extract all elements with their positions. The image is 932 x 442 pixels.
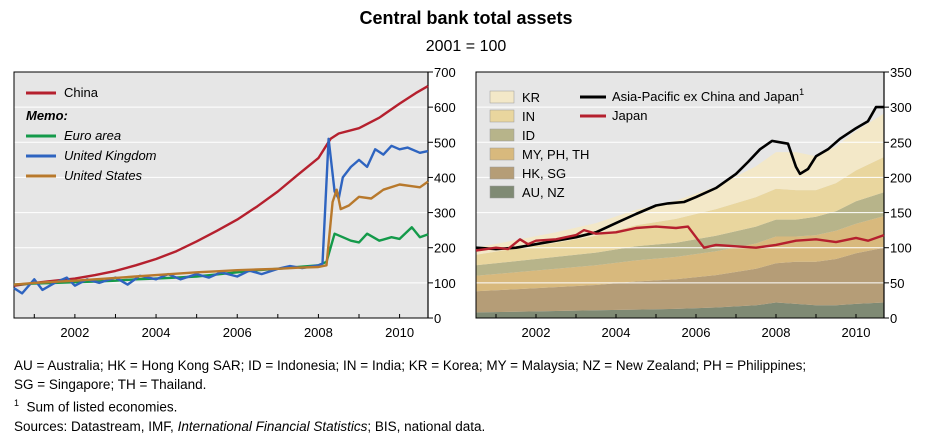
legend-label-china: China	[64, 85, 99, 100]
chart-subtitle: 2001 = 100	[425, 38, 507, 55]
abbreviations-line-1: AU = Australia; HK = Hong Kong SAR; ID =…	[14, 358, 807, 373]
y-tick-label: 350	[890, 65, 912, 80]
footnote-1: 1 Sum of listed economies.	[14, 394, 924, 417]
y-tick-label: 200	[890, 170, 912, 185]
sources: Sources: Datastream, IMF, International …	[14, 417, 924, 436]
sources-suffix: ; BIS, national data.	[367, 418, 486, 434]
x-tick-label: 2006	[223, 325, 252, 340]
sources-prefix: Sources: Datastream, IMF,	[14, 418, 178, 434]
y-tick-label: 700	[434, 65, 456, 80]
series-line-us	[13, 180, 429, 286]
right-chart: 0 50 100 150 200 250 300 350 2002 2004 2006 2008 201…	[475, 65, 912, 340]
area-hksg	[476, 247, 884, 313]
footnote-mark: 1	[14, 398, 20, 408]
legend-label-euro: Euro area	[64, 128, 121, 143]
y-tick-label: 300	[890, 100, 912, 115]
legend-label-in: IN	[522, 109, 535, 124]
y-tick-label: 500	[434, 135, 456, 150]
legend-label-id: ID	[522, 128, 535, 143]
x-tick-label: 2008	[304, 325, 333, 340]
y-tick-label: 100	[434, 276, 456, 291]
legend-memo: Memo:	[26, 108, 68, 123]
area-id	[476, 192, 884, 276]
legend-label-myphth: MY, PH, TH	[522, 147, 589, 162]
y-tick-label: 0	[434, 311, 441, 326]
y-tick-label: 150	[890, 206, 912, 221]
y-tick-label: 50	[890, 276, 904, 291]
plot-frame	[13, 71, 428, 319]
legend-swatch-kr	[489, 90, 515, 104]
area-aunz	[476, 302, 884, 318]
area-in	[476, 157, 884, 266]
y-tick-label: 250	[890, 135, 912, 150]
plot-frame	[475, 71, 884, 319]
legend-swatch-myphth	[489, 147, 515, 161]
legend-swatch-aunz	[489, 185, 515, 199]
legend-label-uk: United Kingdom	[64, 148, 157, 163]
x-tick-label: 2002	[522, 325, 551, 340]
area-myphth	[476, 216, 884, 292]
x-tick-label: 2004	[142, 325, 171, 340]
y-tick-label: 300	[434, 206, 456, 221]
series-line-china	[13, 85, 429, 287]
legend-label-aunz: AU, NZ	[522, 185, 565, 200]
legend-swatch-id	[489, 128, 515, 142]
x-tick-label: 2008	[762, 325, 791, 340]
footnotes: AU = Australia; HK = Hong Kong SAR; ID =…	[14, 356, 924, 436]
chart-title: Central bank total assets	[359, 8, 573, 28]
x-tick-label: 2006	[682, 325, 711, 340]
y-tick-label: 0	[890, 311, 897, 326]
series-line-japan	[475, 225, 885, 252]
series-line-apac	[475, 105, 884, 251]
y-tick-label: 400	[434, 170, 456, 185]
x-tick-label: 2002	[60, 325, 89, 340]
x-tick-label: 2010	[385, 325, 414, 340]
y-tick-label: 100	[890, 241, 912, 256]
y-tick-label: 200	[434, 241, 456, 256]
left-chart: 0 100 200 300 400 500 600 700 2002 2004 2006 2008 20…	[13, 65, 456, 340]
sources-italic: International Financial Statistics	[177, 418, 368, 434]
legend-label-hksg: HK, SG	[522, 166, 566, 181]
legend-swatch-in	[489, 109, 515, 123]
abbreviations-line-2: SG = Singapore; TH = Thailand.	[14, 377, 207, 392]
legend-label-japan: Japan	[612, 108, 647, 123]
legend-superscript: 1	[799, 87, 804, 97]
legend-label-kr: KR	[522, 90, 540, 105]
y-tick-label: 600	[434, 100, 456, 115]
series-line-uk	[13, 137, 429, 295]
legend-swatch-hksg	[489, 166, 515, 180]
x-tick-label: 2004	[602, 325, 631, 340]
footnote-text: Sum of listed economies.	[26, 399, 178, 415]
legend-label-apac: Asia-Pacific ex China and Japan1	[612, 87, 804, 104]
legend-label-us: United States	[64, 168, 143, 183]
x-tick-label: 2010	[842, 325, 871, 340]
